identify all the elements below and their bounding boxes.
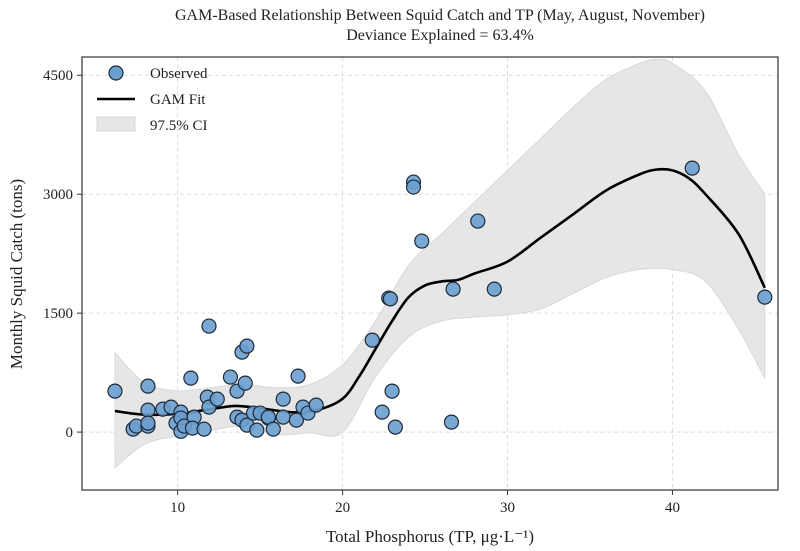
chart-subtitle: Deviance Explained = 63.4% — [346, 27, 534, 44]
y-tick-label: 0 — [66, 425, 74, 441]
ci-band — [114, 58, 766, 469]
observed-point — [140, 378, 156, 394]
observed-point — [382, 291, 399, 307]
y-axis-label: Monthly Squid Catch (tons) — [7, 179, 26, 369]
observed-point — [275, 409, 291, 425]
legend-ci-label: 97.5% CI — [150, 118, 208, 134]
x-axis-ticks: 10 20 30 40 — [170, 490, 680, 516]
y-tick-label: 4500 — [43, 68, 73, 84]
legend: Observed GAM Fit 97.5% CI — [96, 65, 208, 134]
legend-fit-label: GAM Fit — [150, 92, 206, 108]
observed-point — [486, 281, 502, 297]
observed-point — [140, 415, 156, 431]
x-axis-label: Total Phosphorus (TP, μg·L⁻¹) — [326, 527, 534, 546]
observed-point — [414, 233, 430, 249]
observed-point — [107, 383, 123, 399]
x-tick-label: 20 — [335, 500, 350, 516]
observed-point — [308, 397, 324, 413]
observed-points — [107, 160, 773, 439]
observed-point — [405, 179, 422, 195]
observed-point — [249, 422, 265, 438]
observed-point — [275, 391, 291, 407]
observed-point — [222, 369, 239, 385]
y-axis-ticks: 0 1500 3000 4500 — [43, 68, 82, 441]
observed-point — [290, 368, 306, 384]
observed-point — [196, 421, 212, 437]
x-tick-label: 40 — [665, 500, 680, 516]
legend-ci-swatch — [96, 116, 136, 132]
observed-point — [237, 375, 253, 391]
observed-point — [684, 160, 700, 176]
y-tick-label: 3000 — [43, 187, 73, 203]
observed-point — [387, 419, 403, 435]
observed-point — [384, 383, 400, 399]
observed-point — [443, 414, 460, 430]
plot-frame — [81, 56, 779, 491]
gam-fit-line — [114, 167, 766, 417]
observed-point — [374, 404, 390, 420]
observed-point — [470, 213, 486, 229]
observed-point — [183, 370, 199, 386]
legend-observed-marker — [108, 65, 124, 81]
x-tick-label: 10 — [170, 500, 185, 516]
observed-point — [239, 338, 255, 354]
chart-title: GAM-Based Relationship Between Squid Cat… — [175, 7, 705, 24]
observed-point — [445, 281, 461, 297]
observed-point — [364, 332, 380, 348]
observed-point — [265, 421, 281, 437]
observed-point — [288, 412, 305, 428]
observed-point — [140, 402, 156, 418]
legend-observed-label: Observed — [150, 66, 208, 82]
x-tick-label: 30 — [500, 500, 515, 516]
observed-point — [209, 391, 225, 407]
y-tick-label: 1500 — [43, 306, 73, 322]
observed-point — [201, 318, 217, 334]
observed-point — [757, 289, 773, 305]
